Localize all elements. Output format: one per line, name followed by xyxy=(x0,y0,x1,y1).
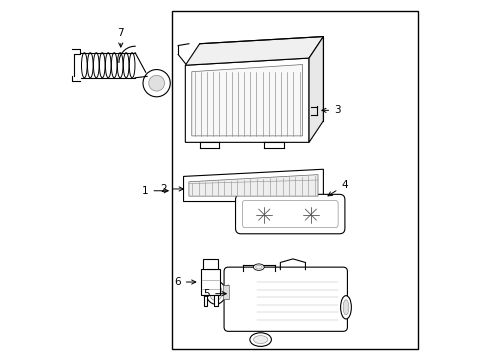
Polygon shape xyxy=(183,169,323,202)
Text: 1: 1 xyxy=(142,186,168,196)
Text: 3: 3 xyxy=(321,105,340,115)
Bar xyxy=(201,269,220,296)
Ellipse shape xyxy=(209,284,222,301)
Polygon shape xyxy=(191,64,302,136)
Bar xyxy=(223,285,229,299)
Polygon shape xyxy=(188,175,317,196)
Text: 7: 7 xyxy=(117,28,124,47)
Text: 2: 2 xyxy=(160,184,183,194)
Text: 5: 5 xyxy=(203,289,226,299)
Polygon shape xyxy=(185,58,308,142)
FancyBboxPatch shape xyxy=(235,194,344,234)
Ellipse shape xyxy=(340,296,351,319)
Text: 4: 4 xyxy=(327,180,347,196)
FancyBboxPatch shape xyxy=(242,201,337,228)
Ellipse shape xyxy=(253,264,264,270)
Ellipse shape xyxy=(343,300,348,315)
Bar xyxy=(203,258,218,269)
Ellipse shape xyxy=(205,281,225,304)
Circle shape xyxy=(142,69,170,97)
Bar xyxy=(203,296,207,306)
Text: 6: 6 xyxy=(174,277,195,287)
Ellipse shape xyxy=(249,333,271,346)
Polygon shape xyxy=(185,37,323,65)
Bar xyxy=(172,12,417,348)
Circle shape xyxy=(148,75,164,91)
Bar xyxy=(214,296,217,306)
Ellipse shape xyxy=(253,336,267,343)
Polygon shape xyxy=(308,37,323,142)
FancyBboxPatch shape xyxy=(224,267,346,331)
Ellipse shape xyxy=(255,265,262,269)
